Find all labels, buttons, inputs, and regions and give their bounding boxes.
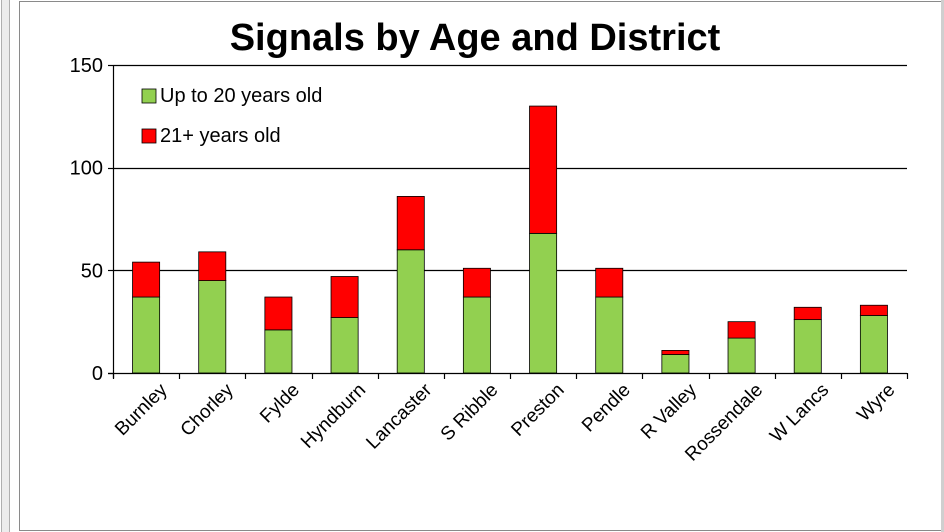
x-tick-label-s-ribble: S Ribble [437,380,503,446]
bar-rossendale-series-2 [727,321,756,339]
x-tick-label-r-valley: R Valley [637,379,701,443]
bar-pendle-series-1 [595,296,624,374]
x-tick-label-wyre: Wyre [853,380,899,426]
y-tick-label-100: 100 [70,158,103,180]
bar-fylde-series-1 [264,329,293,374]
x-tick-label-burnley: Burnley [111,379,172,440]
bar-lancaster-series-1 [396,249,425,374]
bar-fylde-series-2 [264,296,293,331]
x-tick-label-chorley: Chorley [177,379,238,440]
gridlines [113,64,907,272]
frame-left-edge [1,0,2,532]
y-tick-label-0: 0 [92,363,103,385]
bar-lancaster-series-2 [396,196,425,251]
frame-left-gutter [2,0,9,532]
bar-wyre-series-2 [859,304,888,316]
bar-hyndburn-series-1 [330,317,359,374]
bar-wyre-series-1 [859,315,888,374]
axes [108,64,909,379]
frame-left-edge-inner [9,0,10,532]
y-tick-label-150: 150 [70,55,103,77]
bar-preston-series-2 [529,105,558,234]
bar-preston-series-1 [529,232,558,374]
legend: Up to 20 years old 21+ years old [141,85,322,147]
x-tick-label-preston: Preston [507,380,568,441]
bar-w-lancs-series-1 [793,319,822,374]
x-tick-label-hyndburn: Hyndburn [297,380,370,453]
x-tick-label-w-lancs: W Lancs [766,380,833,447]
bar-hyndburn-series-2 [330,276,359,318]
bar-chorley-series-1 [198,280,227,374]
bar-pendle-series-2 [595,267,624,298]
bar-burnley-series-2 [132,261,161,298]
bar-r-valley-series-2 [661,350,690,355]
legend-swatch-1 [141,88,157,104]
y-tick-label-50: 50 [81,260,103,282]
legend-swatch-2 [141,128,157,144]
chart-title: Signals by Age and District [230,17,721,59]
bars [132,105,888,374]
bar-s-ribble-series-2 [462,267,491,298]
bar-chorley-series-2 [198,251,227,282]
bar-rossendale-series-1 [727,337,756,374]
y-tick-labels: 0 50 100 150 [70,55,103,385]
x-tick-label-lancaster: Lancaster [362,379,436,453]
bar-r-valley-series-1 [661,354,690,374]
legend-label-2: 21+ years old [160,125,281,147]
bar-burnley-series-1 [132,296,161,374]
legend-label-1: Up to 20 years old [160,85,322,107]
bar-s-ribble-series-1 [462,296,491,374]
x-tick-label-fylde: Fylde [256,380,304,428]
frame-right-edge [941,0,944,532]
bar-w-lancs-series-2 [793,306,822,321]
x-tick-label-pendle: Pendle [578,380,635,437]
